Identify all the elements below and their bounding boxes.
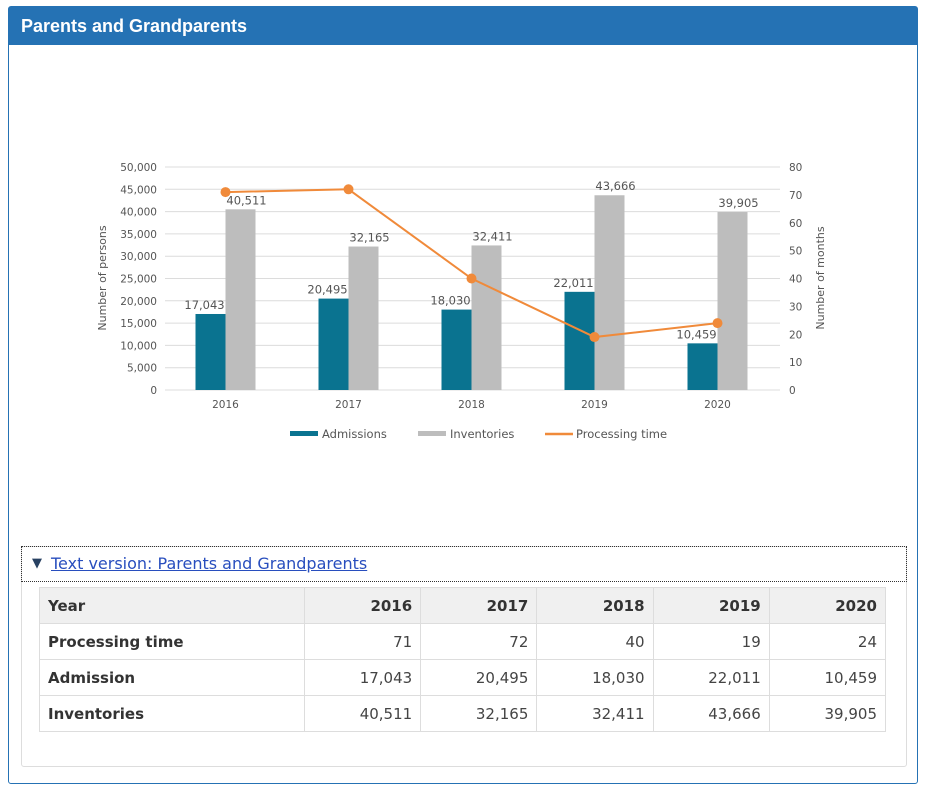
table-row: Admission 17,043 20,495 18,030 22,011 10…	[39, 659, 887, 696]
left-axis-ticks: 0 5,000 10,000 15,000 20,000 25,000 30,000 35,0…	[120, 162, 157, 397]
bar-admissions	[441, 309, 472, 390]
bars	[195, 195, 748, 390]
y-tick-label: 35,000	[120, 229, 157, 241]
x-tick-label: 2019	[581, 399, 608, 411]
combo-chart: 0 5,000 10,000 15,000 20,000 25,000 30,000 35,0…	[96, 162, 827, 441]
processing-time-point	[712, 318, 723, 329]
y2-tick-label: 30	[789, 301, 802, 313]
header-2016: 2016	[303, 587, 422, 624]
table-cell: 40,511	[303, 695, 422, 732]
table-cell: 43,666	[652, 695, 770, 732]
legend-swatch-admissions	[290, 431, 318, 436]
y2-tick-label: 20	[789, 329, 802, 341]
header-2017: 2017	[420, 587, 538, 624]
header-2019: 2019	[652, 587, 770, 624]
right-axis-ticks: 0 10 20 30 40 50 60 70 80	[789, 162, 802, 397]
y2-tick-label: 50	[789, 246, 802, 258]
processing-time-point	[343, 184, 354, 195]
table-cell: 17,043	[303, 659, 422, 696]
y-tick-label: 15,000	[120, 318, 157, 330]
y2-tick-label: 0	[789, 385, 796, 397]
table-cell: 24	[768, 623, 887, 660]
y2-tick-label: 40	[789, 274, 802, 286]
table-cell: 72	[420, 623, 538, 660]
bar-label-admissions: 22,011	[553, 276, 593, 290]
row-label: Admission	[39, 659, 305, 696]
bar-admissions	[318, 298, 349, 390]
text-version-toggle[interactable]: ▼ Text version: Parents and Grandparents	[21, 546, 907, 582]
header-year: Year	[39, 587, 305, 624]
table-cell: 40	[536, 623, 654, 660]
bar-inventories	[225, 209, 256, 390]
table-cell: 32,165	[420, 695, 538, 732]
y-tick-label: 5,000	[127, 363, 157, 375]
y2-tick-label: 60	[789, 218, 802, 230]
y-tick-label: 10,000	[120, 340, 157, 352]
y2-tick-label: 80	[789, 162, 802, 174]
table-cell: 19	[652, 623, 770, 660]
bar-label-admissions: 17,043	[184, 298, 224, 312]
data-table: Year 2016 2017 2018 2019 2020 Processing…	[39, 587, 887, 732]
table-row: Inventories 40,511 32,165 32,411 43,666 …	[39, 695, 887, 732]
y2-tick-label: 10	[789, 357, 802, 369]
bar-label-inventories: 39,905	[718, 196, 758, 210]
triangle-down-icon: ▼	[32, 556, 42, 571]
y-tick-label: 0	[150, 385, 157, 397]
right-axis-label: Number of months	[814, 226, 827, 329]
table-cell: 18,030	[536, 659, 654, 696]
table-cell: 32,411	[536, 695, 654, 732]
y-tick-label: 45,000	[120, 184, 157, 196]
bar-inventories	[717, 212, 748, 390]
legend-swatch-inventories	[418, 431, 446, 436]
table-cell: 20,495	[420, 659, 538, 696]
processing-time-point	[220, 187, 231, 198]
row-label: Inventories	[39, 695, 305, 732]
bar-inventories	[471, 245, 502, 390]
x-tick-label: 2020	[704, 399, 731, 411]
x-axis-ticks: 2016 2017 2018 2019 2020	[212, 399, 731, 411]
bar-inventories	[594, 195, 625, 390]
y-tick-label: 20,000	[120, 296, 157, 308]
text-version-link[interactable]: Text version: Parents and Grandparents	[51, 554, 368, 573]
legend-label-inventories: Inventories	[450, 427, 514, 441]
bar-label-inventories: 43,666	[595, 179, 635, 193]
bar-label-inventories: 32,165	[349, 231, 389, 245]
x-tick-label: 2017	[335, 399, 362, 411]
header-2020: 2020	[768, 587, 887, 624]
bar-admissions	[687, 343, 718, 390]
bar-admissions	[564, 291, 595, 390]
y-tick-label: 50,000	[120, 162, 157, 174]
legend-label-processing-time: Processing time	[576, 427, 667, 441]
processing-time-point	[466, 273, 477, 284]
left-axis-label: Number of persons	[96, 225, 109, 330]
y2-tick-label: 70	[789, 190, 802, 202]
processing-time-line	[220, 184, 723, 343]
bar-label-admissions: 20,495	[307, 283, 347, 297]
bar-admissions	[195, 313, 226, 390]
bar-label-inventories: 40,511	[226, 193, 266, 207]
table-header-row: Year 2016 2017 2018 2019 2020	[39, 587, 887, 624]
y-tick-label: 40,000	[120, 207, 157, 219]
y-tick-label: 25,000	[120, 274, 157, 286]
legend: Admissions Inventories Processing time	[290, 427, 667, 441]
bar-label-admissions: 10,459	[676, 327, 716, 341]
row-label: Processing time	[39, 623, 305, 660]
bar-labels: 17,043 40,511 20,495 32,165 18,030 32,411 22,0…	[184, 179, 758, 341]
panel-title: Parents and Grandparents	[9, 7, 917, 45]
table-cell: 22,011	[652, 659, 770, 696]
y-tick-label: 30,000	[120, 251, 157, 263]
table-cell: 71	[303, 623, 422, 660]
x-tick-label: 2018	[458, 399, 485, 411]
bar-label-inventories: 32,411	[472, 229, 512, 243]
bar-label-admissions: 18,030	[430, 294, 470, 308]
table-row: Processing time 71 72 40 19 24	[39, 623, 887, 660]
legend-label-admissions: Admissions	[322, 427, 387, 441]
table-cell: 39,905	[768, 695, 887, 732]
table-cell: 10,459	[768, 659, 887, 696]
header-2018: 2018	[536, 587, 654, 624]
bar-inventories	[348, 246, 379, 390]
x-tick-label: 2016	[212, 399, 239, 411]
processing-time-point	[589, 332, 600, 343]
